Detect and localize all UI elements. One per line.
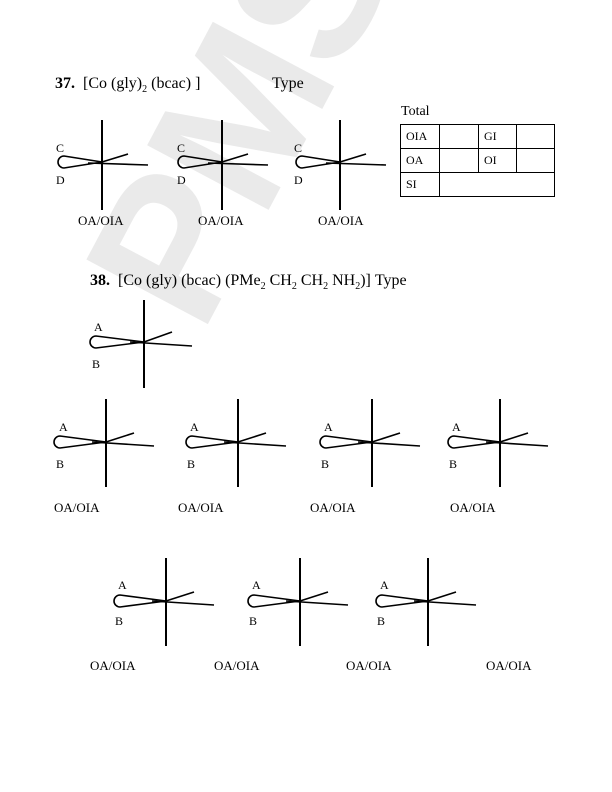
question-38-header: 38. [Co (gly) (bcac) (PMe2 CH2 CH2 NH2)]… xyxy=(90,272,407,292)
answer-label: OA/OIA xyxy=(90,658,136,673)
bottom-label: D xyxy=(56,173,65,187)
q38-figure xyxy=(247,558,349,646)
complex-formula: [Co (gly) (bcac) (PMe2 CH2 CH2 NH2)] xyxy=(118,272,371,293)
table-cell-oa: OA xyxy=(400,148,440,173)
bottom-label: B xyxy=(377,614,386,628)
bottom-label: B xyxy=(249,614,258,628)
total-table: OIA GI OA OI SI xyxy=(400,124,555,197)
type-label: Type xyxy=(374,272,407,289)
bottom-label: D xyxy=(177,173,186,187)
question-number: 37. xyxy=(55,75,75,92)
table-cell-oi: OI xyxy=(478,148,517,173)
table-cell-oia: OIA xyxy=(400,124,440,149)
answer-label: OA/OIA xyxy=(346,658,392,673)
top-label: A xyxy=(190,420,199,434)
table-cell-si: SI xyxy=(400,172,440,197)
question-number: 38. xyxy=(90,272,110,289)
top-label: A xyxy=(59,420,68,434)
answer-label: OA/OIA xyxy=(178,500,224,515)
q38-figure xyxy=(185,399,287,487)
top-label: A xyxy=(452,420,461,434)
answer-label: OA/OIA xyxy=(486,658,532,673)
q38-reference-figure xyxy=(89,300,193,388)
q37-figure-1 xyxy=(57,120,149,210)
type-label: Type xyxy=(272,75,304,92)
answer-label: OA/OIA xyxy=(318,213,364,228)
top-label: A xyxy=(118,578,127,592)
table-cell-empty xyxy=(439,124,479,149)
top-label: A xyxy=(252,578,261,592)
table-cell-empty xyxy=(439,148,479,173)
bottom-label: D xyxy=(294,173,303,187)
q37-figure-3 xyxy=(295,120,387,210)
bottom-label: B xyxy=(321,457,330,471)
bottom-label: B xyxy=(115,614,124,628)
question-37-header: 37. [Co (gly)2 (bcac) ] xyxy=(55,75,200,95)
top-label: C xyxy=(294,141,303,155)
bottom-label: B xyxy=(92,357,101,371)
table-cell-empty xyxy=(439,172,555,197)
answer-label: OA/OIA xyxy=(78,213,124,228)
total-label: Total xyxy=(401,104,430,119)
q38-figure xyxy=(113,558,215,646)
q38-figure xyxy=(447,399,549,487)
table-cell-empty xyxy=(516,148,555,173)
q38-figure xyxy=(375,558,477,646)
top-label: A xyxy=(380,578,389,592)
bottom-label: B xyxy=(56,457,65,471)
bottom-label: B xyxy=(449,457,458,471)
answer-label: OA/OIA xyxy=(214,658,260,673)
table-cell-gi: GI xyxy=(478,124,517,149)
q38-figure xyxy=(319,399,421,487)
answer-label: OA/OIA xyxy=(54,500,100,515)
q37-figure-2 xyxy=(177,120,269,210)
complex-formula: [Co (gly)2 (bcac) ] xyxy=(83,75,201,96)
top-label: A xyxy=(324,420,333,434)
bottom-label: B xyxy=(187,457,196,471)
table-cell-empty xyxy=(516,124,555,149)
top-label: A xyxy=(94,320,103,334)
answer-label: OA/OIA xyxy=(198,213,244,228)
top-label: C xyxy=(177,141,186,155)
top-label: C xyxy=(56,141,65,155)
answer-label: OA/OIA xyxy=(310,500,356,515)
q38-figure xyxy=(53,399,155,487)
answer-label: OA/OIA xyxy=(450,500,496,515)
